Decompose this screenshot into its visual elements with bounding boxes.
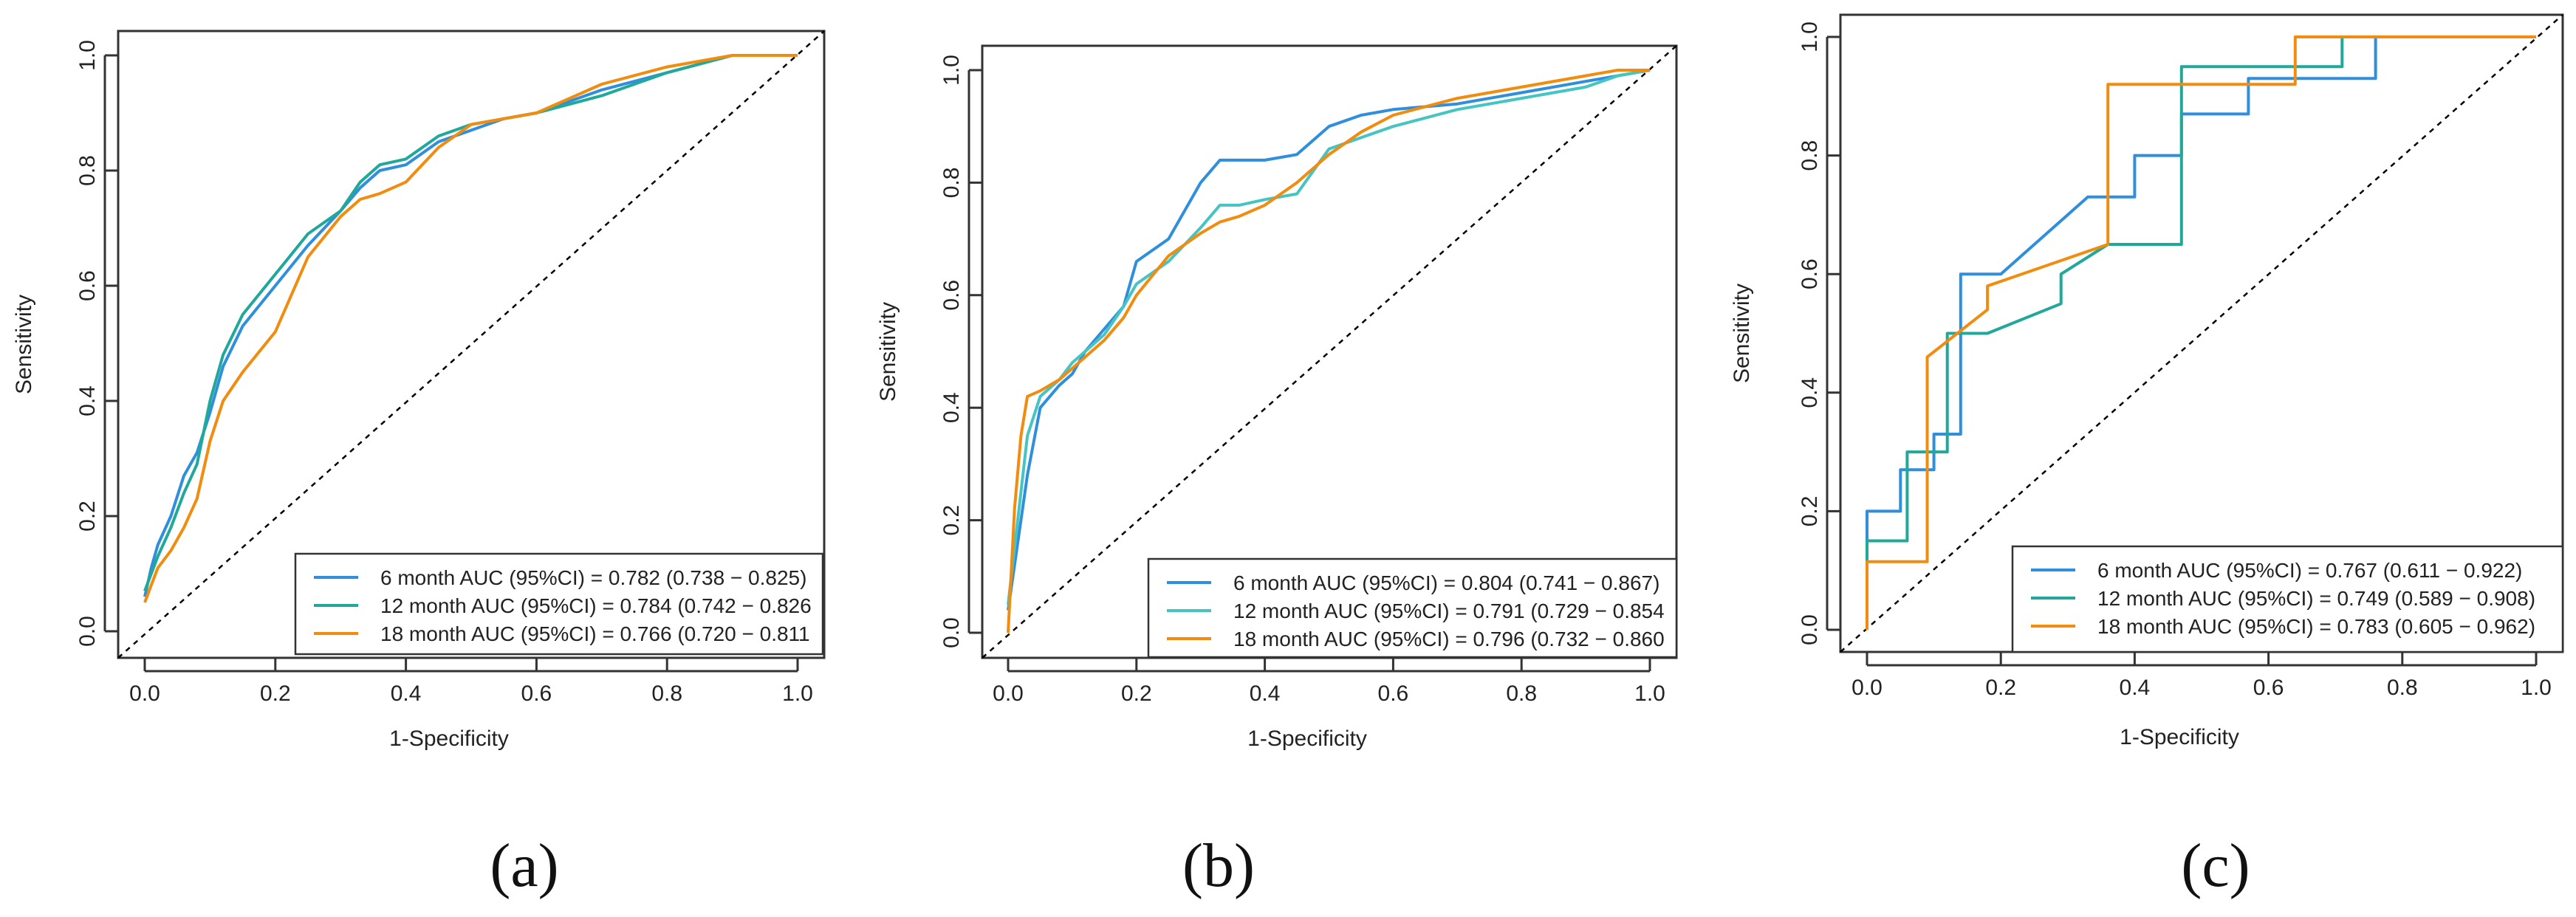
legend-entry: 12 month AUC (95%CI) = 0.791 (0.729 − 0.… (1233, 600, 1665, 622)
panel-label: (a) (490, 831, 558, 900)
roc-curve-6-month (143, 54, 798, 597)
legend-box (2011, 545, 2564, 653)
legend-entry: 12 month AUC (95%CI) = 0.749 (0.589 − 0.… (2097, 587, 2535, 610)
y-axis-label: Sensitivity (12, 295, 36, 394)
legend-entry: 18 month AUC (95%CI) = 0.783 (0.605 − 0.… (2097, 615, 2535, 638)
y-tick-label: 0.8 (1798, 140, 1822, 171)
x-tick-label: 1.0 (1634, 681, 1665, 706)
panel-label: (c) (2181, 831, 2250, 900)
roc-curve-6-month (1007, 69, 1651, 611)
x-axis-label: 1-Specificity (2120, 725, 2239, 749)
legend-box (294, 552, 824, 656)
x-tick-label: 0.2 (260, 681, 291, 706)
y-tick-label: 0.6 (1798, 258, 1822, 289)
legend-entry: 18 month AUC (95%CI) = 0.796 (0.732 − 0.… (1233, 628, 1665, 650)
x-tick-label: 0.2 (1985, 676, 2016, 700)
x-tick-label: 1.0 (782, 681, 813, 706)
x-tick-label: 0.0 (993, 681, 1024, 706)
x-tick-label: 0.4 (1250, 681, 1281, 706)
y-tick-label: 0.4 (75, 385, 100, 416)
x-tick-label: 0.6 (1378, 681, 1409, 706)
y-tick-label: 0.4 (1798, 377, 1822, 408)
y-tick-label: 0.4 (939, 392, 964, 423)
x-tick-label: 0.0 (1852, 676, 1883, 700)
y-tick-label: 0.8 (939, 168, 964, 199)
y-tick-label: 0.2 (1798, 496, 1822, 527)
x-tick-label: 0.6 (2253, 676, 2284, 700)
legend-entry: 12 month AUC (95%CI) = 0.784 (0.742 − 0.… (380, 594, 812, 617)
x-axis-label: 1-Specificity (1247, 727, 1367, 751)
y-tick-label: 0.0 (1798, 614, 1822, 645)
y-tick-label: 0.2 (939, 505, 964, 536)
y-tick-label: 1.0 (75, 40, 100, 71)
y-tick-label: 0.8 (75, 155, 100, 186)
legend: 6 month AUC (95%CI) = 0.782 (0.738 − 0.8… (294, 552, 824, 656)
legend-box (1147, 557, 1678, 659)
legend-entry: 18 month AUC (95%CI) = 0.766 (0.720 − 0.… (380, 622, 810, 645)
legend-entry: 6 month AUC (95%CI) = 0.767 (0.611 − 0.9… (2097, 559, 2522, 582)
x-tick-label: 0.8 (2387, 676, 2418, 700)
plot-frame (117, 30, 826, 659)
roc-curve-12-month (143, 54, 798, 592)
x-tick-label: 0.8 (651, 681, 682, 706)
legend: 6 month AUC (95%CI) = 0.767 (0.611 − 0.9… (2011, 545, 2564, 653)
y-tick-label: 1.0 (1798, 21, 1822, 52)
x-axis-label: 1-Specificity (389, 727, 509, 751)
legend-entry: 6 month AUC (95%CI) = 0.804 (0.741 − 0.8… (1233, 571, 1659, 594)
roc-panel-1: 0.0 0.2 0.4 0.6 0.8 1.0 0.0 0.2 0.4 0.6 0.8 1.0 1-Sp… (12, 30, 826, 900)
roc-panel-3: 0.0 0.2 0.4 0.6 0.8 1.0 0.0 0.2 0.4 0.6 0.8 1.0 1-Sp… (1730, 13, 2564, 900)
roc-curve-12-month (1866, 35, 2536, 630)
legend-entry: 6 month AUC (95%CI) = 0.782 (0.738 − 0.8… (380, 566, 806, 589)
x-tick-label: 0.2 (1121, 681, 1152, 706)
y-tick-label: 1.0 (939, 55, 964, 86)
y-tick-label: 0.6 (939, 280, 964, 311)
y-axis-label: Sensitivity (876, 302, 900, 402)
y-tick-label: 0.0 (75, 616, 100, 647)
reference-diagonal (117, 30, 825, 659)
roc-curve-18-month (143, 54, 798, 603)
y-axis-label: Sensitivity (1730, 284, 1754, 383)
x-tick-label: 0.4 (2120, 676, 2151, 700)
roc-curve-18-month (1866, 35, 2536, 630)
roc-curve-18-month (1007, 69, 1650, 633)
x-tick-label: 1.0 (2521, 676, 2552, 700)
y-tick-label: 0.0 (939, 617, 964, 648)
x-tick-label: 0.0 (129, 681, 160, 706)
panel-label: (b) (1182, 831, 1255, 900)
roc-panel-2: 0.0 0.2 0.4 0.6 0.8 1.0 0.0 0.2 0.4 0.6 0.8 1.0 1-Sp… (876, 44, 1678, 900)
x-tick-label: 0.8 (1506, 681, 1537, 706)
y-tick-label: 0.6 (75, 270, 100, 301)
roc-curve-12-month-b- (1007, 69, 1651, 605)
x-tick-label: 0.4 (391, 681, 422, 706)
y-tick-label: 0.2 (75, 501, 100, 532)
x-tick-label: 0.6 (521, 681, 552, 706)
legend: 6 month AUC (95%CI) = 0.804 (0.741 − 0.8… (1147, 557, 1678, 659)
